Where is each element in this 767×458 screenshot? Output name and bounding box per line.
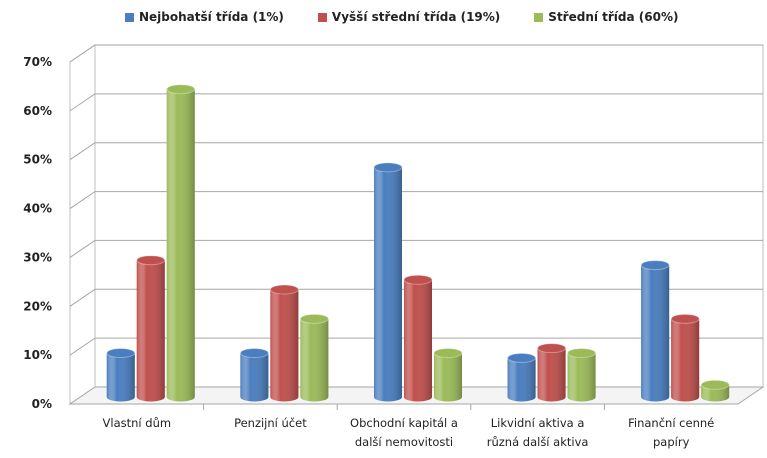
- y-tick-label: 30%: [23, 250, 52, 264]
- bar-4-series-0: [640, 260, 670, 402]
- legend-item-series-2: Střední třída (60%): [534, 10, 678, 24]
- x-tick-label: další nemovitosti: [355, 435, 453, 449]
- y-tick-label: 20%: [23, 299, 52, 313]
- bar-3-series-0: [507, 352, 537, 402]
- bar-1-series-0: [239, 348, 269, 402]
- legend-swatch-series-1: [317, 12, 327, 22]
- x-tick-label: různá další aktiva: [487, 435, 589, 449]
- legend-swatch-series-0: [125, 12, 134, 22]
- bar-2-series-2: [433, 348, 463, 402]
- bar-2-series-1: [403, 274, 433, 402]
- bar-2-series-0: [373, 162, 403, 402]
- bar-0-series-1: [136, 255, 166, 402]
- x-tick-label: papíry: [653, 435, 690, 449]
- side-wall: [69, 44, 96, 405]
- bar-4-series-1: [670, 313, 700, 402]
- y-tick-label: 10%: [23, 348, 52, 362]
- legend-swatch-series-2: [534, 12, 544, 22]
- gridline: [69, 142, 763, 161]
- gridline: [69, 239, 763, 258]
- bar-3-series-1: [537, 343, 567, 402]
- gridline: [69, 93, 763, 112]
- legend-item-series-0: Nejbohatší třída (1%): [125, 10, 284, 24]
- gridline: [69, 44, 763, 63]
- y-tick-label: 40%: [23, 202, 52, 216]
- x-tick-label: Vlastní dům: [103, 416, 172, 430]
- y-tick-label: 0%: [32, 397, 52, 411]
- legend-label-series-1: Vyšší střední třída (19%): [331, 10, 501, 24]
- legend-label-series-2: Střední třída (60%): [548, 10, 679, 24]
- bar-0-series-2: [166, 84, 196, 402]
- x-tick-label: Obchodní kapitál a: [350, 416, 458, 430]
- y-tick-label: 60%: [23, 104, 52, 118]
- x-tick-label: Penzijní účet: [234, 416, 307, 430]
- bar-4-series-2: [700, 379, 730, 402]
- x-tick-label: Likvidní aktiva a: [491, 416, 585, 430]
- y-tick-label: 50%: [23, 153, 52, 167]
- bar-3-series-2: [567, 348, 597, 402]
- y-tick-label: 70%: [23, 55, 52, 69]
- bar-1-series-2: [299, 313, 329, 402]
- x-tick-label: Finanční cenné: [628, 416, 714, 430]
- legend-item-series-1: Vyšší střední třída (19%): [317, 10, 501, 24]
- bar-0-series-0: [106, 348, 136, 402]
- gridline: [69, 288, 763, 307]
- gridline: [69, 191, 763, 209]
- chart-legend: Nejbohatší třída (1%) Vyšší střední tříd…: [125, 10, 678, 24]
- gridline: [69, 337, 763, 356]
- bar-1-series-1: [269, 284, 299, 402]
- legend-label-series-0: Nejbohatší třída (1%): [139, 10, 284, 24]
